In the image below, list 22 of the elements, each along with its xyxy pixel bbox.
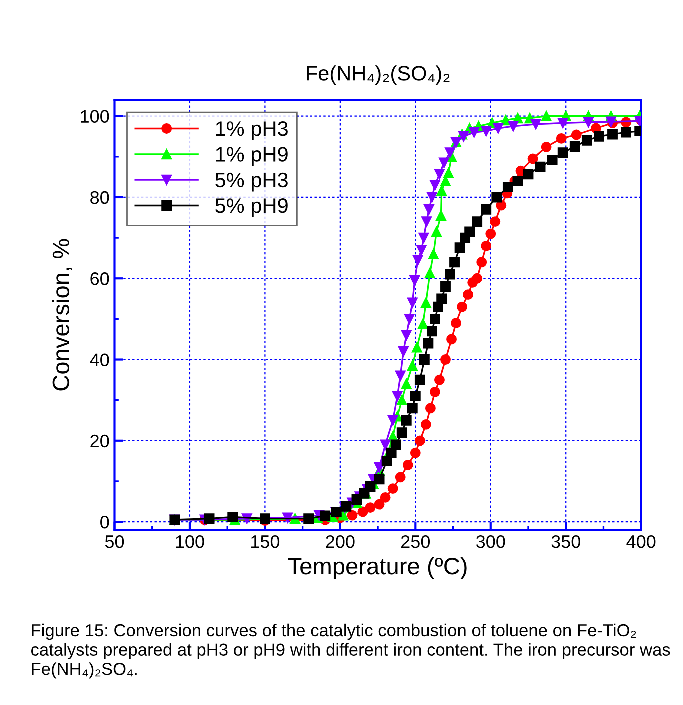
x-tick-label: 300 bbox=[476, 536, 506, 548]
x-tick-label: 400 bbox=[626, 536, 656, 548]
x-tick-label: 200 bbox=[326, 536, 355, 548]
legend-label: 5% pH3 bbox=[216, 172, 288, 192]
y-tick-label: 40 bbox=[90, 354, 110, 366]
x-tick-label: 250 bbox=[402, 536, 430, 548]
y-tick-label: 60 bbox=[90, 272, 110, 286]
legend-label: 5% pH9 bbox=[216, 198, 288, 218]
x-axis-title: Temperature (ºC) bbox=[288, 557, 467, 580]
y-tick-label: 0 bbox=[100, 516, 110, 529]
legend-label: 1% pH9 bbox=[216, 147, 288, 166]
y-tick-label: 100 bbox=[81, 110, 110, 124]
y-tick-label: 80 bbox=[90, 191, 110, 204]
caption: Figure 15: Conversion curves of the catalytic combustion of toluene on Fe-TiO₂ catalysts prepared at pH3 or pH9 with different iron content. The iron precursor was Fe(NH₄)₂SO₄. bbox=[31, 624, 670, 679]
y-tick-label: 20 bbox=[90, 434, 110, 448]
x-tick-label: 350 bbox=[552, 536, 580, 548]
chart-title: Fe(NH₄)₂(SO₄)₂ bbox=[307, 66, 450, 85]
y-axis-title: Conversion, % bbox=[52, 239, 72, 391]
legend-label: 1% pH3 bbox=[216, 121, 288, 140]
x-tick-label: 50 bbox=[105, 536, 124, 548]
x-tick-label: 150 bbox=[252, 536, 280, 548]
x-tick-label: 100 bbox=[176, 536, 204, 548]
